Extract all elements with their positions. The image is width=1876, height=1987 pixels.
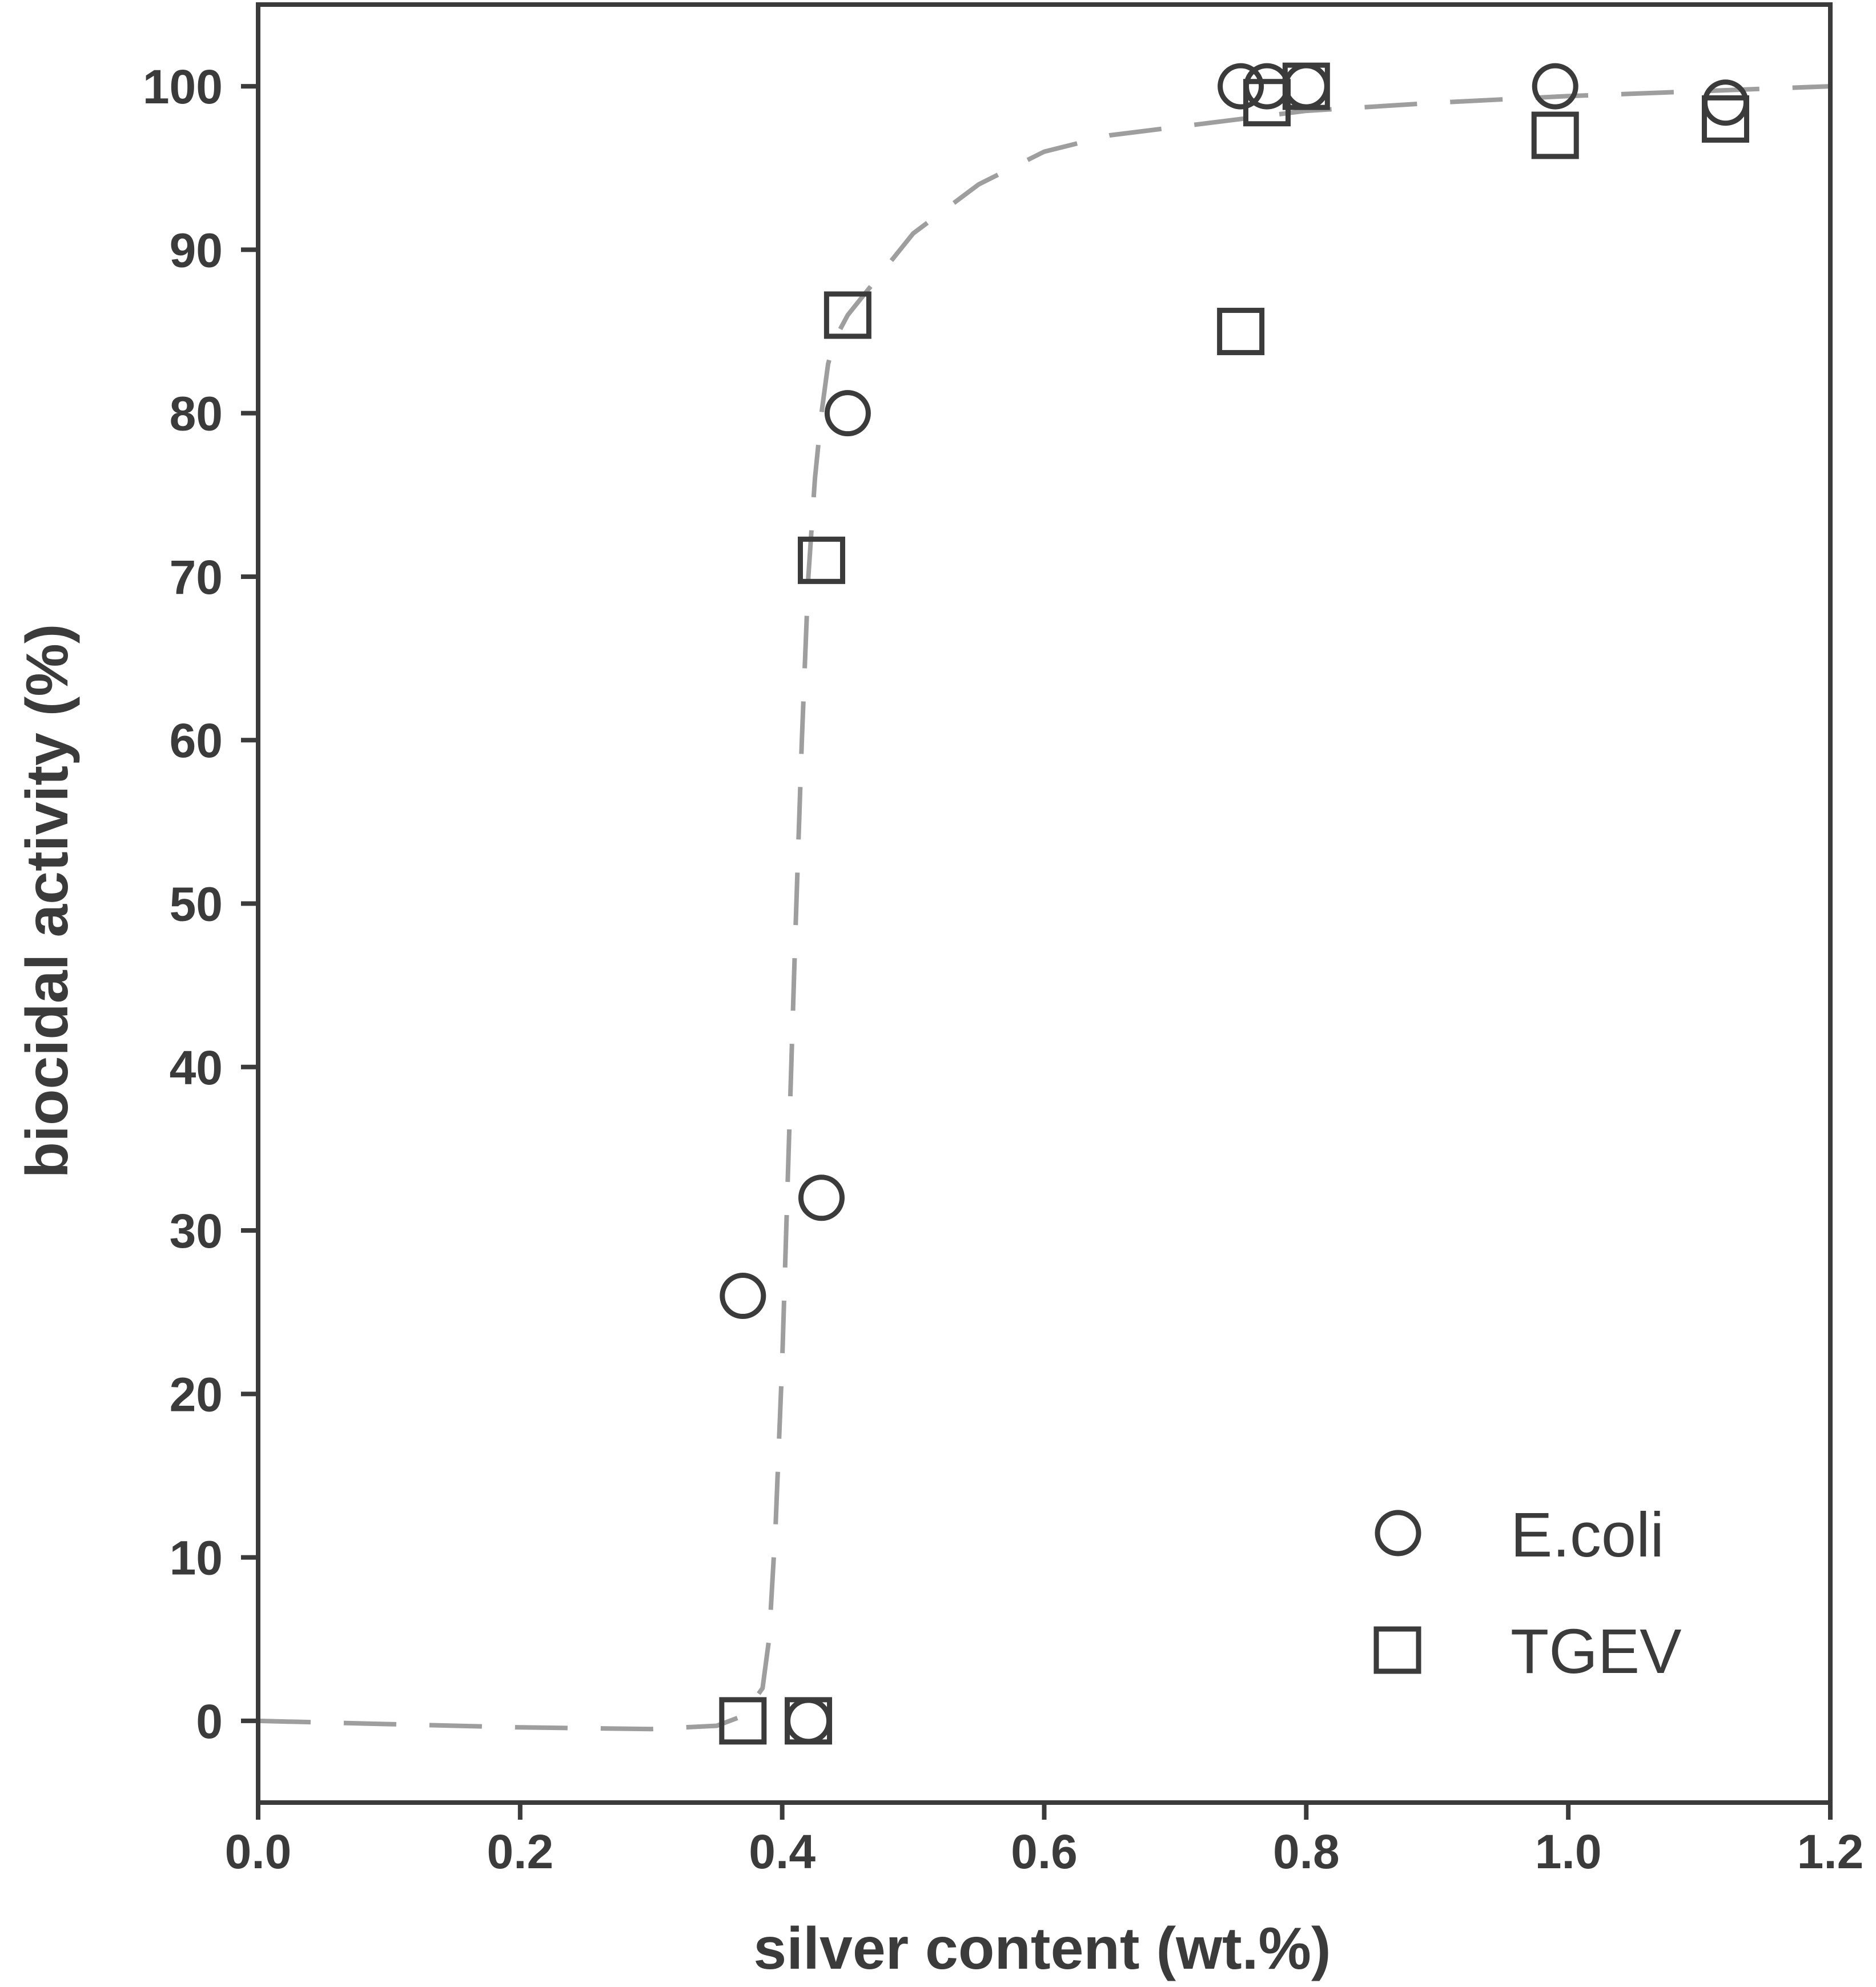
tgev-point xyxy=(785,1697,833,1745)
y-tick-label: 50 xyxy=(170,878,223,931)
ecoli-point xyxy=(785,1698,832,1744)
tgev-point xyxy=(1243,79,1291,127)
y-tick-label: 90 xyxy=(170,223,223,277)
ecoli-point xyxy=(1283,63,1329,110)
x-tick-label: 0.8 xyxy=(1273,1825,1340,1879)
y-axis-title: biocidal activity (%) xyxy=(14,624,81,1178)
ecoli-point xyxy=(1218,63,1264,110)
legend-label-ecoli: E.coli xyxy=(1511,1500,1664,1570)
y-tick-label: 0 xyxy=(196,1695,223,1748)
x-tick-label: 0.0 xyxy=(225,1825,292,1879)
y-tick-label: 100 xyxy=(143,60,223,114)
y-tick-label: 40 xyxy=(170,1041,223,1095)
y-tick-label: 10 xyxy=(170,1531,223,1585)
y-tick-label: 30 xyxy=(170,1204,223,1258)
x-tick-label: 0.6 xyxy=(1011,1825,1078,1879)
x-tick-label: 1.0 xyxy=(1535,1825,1602,1879)
x-axis-ticks: 0.0 0.2 0.4 0.6 0.8 1.0 1.2 xyxy=(225,1803,1864,1879)
x-axis-title: silver content (wt.%) xyxy=(753,1916,1331,1982)
tgev-point xyxy=(823,291,871,339)
legend-marker-tgev xyxy=(1373,1626,1421,1674)
legend-marker-ecoli xyxy=(1375,1510,1421,1556)
y-tick-label: 80 xyxy=(170,387,223,441)
legend: E.coli TGEV xyxy=(1373,1500,1682,1687)
x-tick-label: 0.2 xyxy=(487,1825,553,1879)
y-axis-ticks: 0 10 20 30 40 50 60 70 80 90 100 xyxy=(143,60,258,1748)
y-tick-label: 60 xyxy=(170,714,223,767)
tgev-point xyxy=(1701,95,1749,143)
y-tick-label: 20 xyxy=(170,1367,223,1421)
x-tick-label: 0.4 xyxy=(749,1825,816,1879)
ecoli-point xyxy=(1244,63,1291,110)
y-tick-label: 70 xyxy=(170,550,223,604)
tgev-point xyxy=(1282,62,1330,110)
ecoli-point xyxy=(824,390,871,437)
legend-label-tgev: TGEV xyxy=(1511,1616,1682,1687)
fit-curve xyxy=(258,84,1831,1732)
ecoli-point xyxy=(798,1174,845,1221)
tgev-point xyxy=(1217,308,1265,356)
ecoli-point xyxy=(720,1273,766,1320)
tgev-point xyxy=(797,536,845,584)
tgev-point xyxy=(719,1697,767,1745)
ecoli-point xyxy=(1532,63,1578,110)
x-tick-label: 1.2 xyxy=(1797,1825,1864,1879)
tgev-point xyxy=(1531,111,1579,159)
